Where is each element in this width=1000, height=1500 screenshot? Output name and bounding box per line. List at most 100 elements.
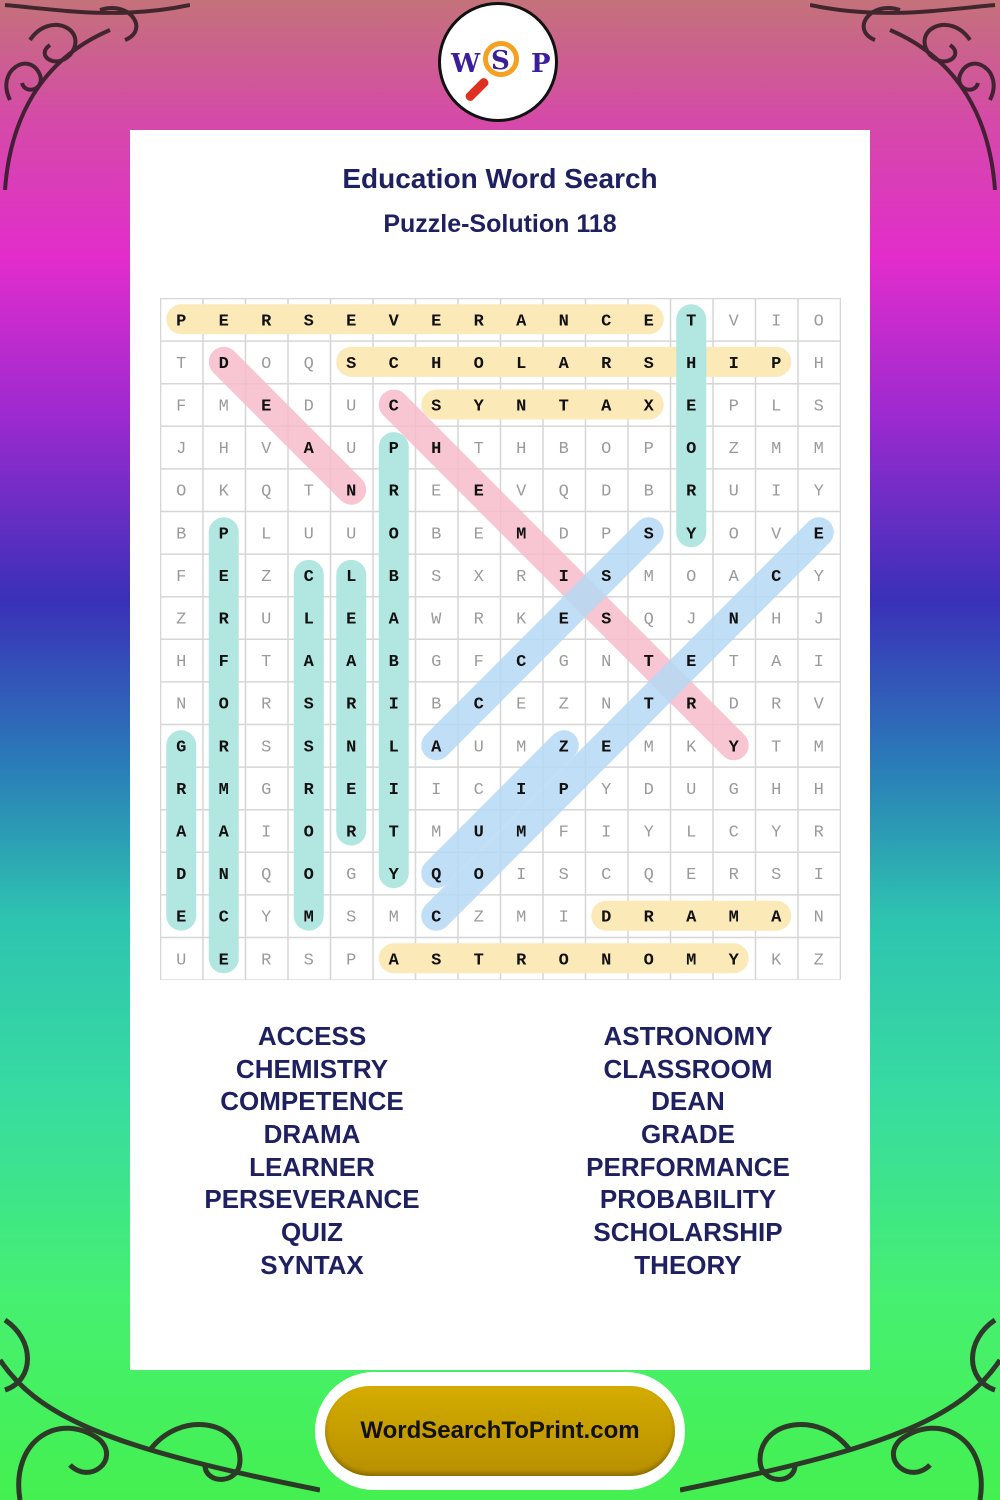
grid-letter[interactable]: R [346, 696, 357, 715]
grid-letter[interactable]: E [559, 611, 569, 630]
grid-letter[interactable]: R [261, 951, 271, 970]
grid-letter[interactable]: M [431, 824, 441, 843]
grid-letter[interactable]: C [601, 312, 611, 331]
grid-letter[interactable]: D [601, 909, 611, 928]
grid-letter[interactable]: M [516, 824, 526, 843]
grid-letter[interactable]: V [729, 312, 740, 331]
grid-letter[interactable]: A [771, 909, 782, 928]
grid-letter[interactable]: T [304, 483, 314, 502]
grid-letter[interactable]: D [601, 483, 611, 502]
grid-letter[interactable]: N [814, 909, 824, 928]
grid-letter[interactable]: C [601, 866, 611, 885]
grid-letter[interactable]: L [261, 525, 271, 544]
grid-letter[interactable]: O [474, 355, 484, 374]
grid-letter[interactable]: G [729, 781, 739, 800]
grid-letter[interactable]: H [516, 440, 526, 459]
grid-letter[interactable]: P [176, 312, 186, 331]
grid-letter[interactable]: Z [729, 440, 739, 459]
grid-letter[interactable]: Z [559, 696, 569, 715]
grid-letter[interactable]: I [601, 824, 611, 843]
grid-letter[interactable]: I [516, 866, 526, 885]
grid-letter[interactable]: I [389, 781, 399, 800]
grid-letter[interactable]: C [474, 696, 484, 715]
grid-letter[interactable]: Y [814, 483, 824, 502]
grid-letter[interactable]: I [559, 909, 569, 928]
grid-letter[interactable]: R [516, 951, 527, 970]
grid-letter[interactable]: R [686, 696, 697, 715]
grid-letter[interactable]: N [729, 611, 739, 630]
grid-letter[interactable]: O [729, 525, 739, 544]
grid-letter[interactable]: R [771, 696, 781, 715]
grid-letter[interactable]: O [644, 951, 654, 970]
grid-letter[interactable]: L [686, 824, 696, 843]
grid-letter[interactable]: V [771, 525, 782, 544]
grid-letter[interactable]: M [644, 568, 654, 587]
grid-letter[interactable]: N [559, 312, 569, 331]
grid-letter[interactable]: F [559, 824, 569, 843]
grid-letter[interactable]: E [474, 525, 484, 544]
grid-letter[interactable]: C [516, 653, 526, 672]
grid-letter[interactable]: E [219, 951, 229, 970]
grid-letter[interactable]: M [814, 440, 824, 459]
grid-letter[interactable]: I [431, 781, 441, 800]
grid-letter[interactable]: D [219, 355, 229, 374]
grid-letter[interactable]: M [771, 440, 781, 459]
grid-letter[interactable]: D [304, 398, 314, 417]
grid-letter[interactable]: I [771, 312, 781, 331]
grid-letter[interactable]: R [729, 866, 739, 885]
grid-letter[interactable]: D [559, 525, 569, 544]
grid-letter[interactable]: D [729, 696, 739, 715]
grid-letter[interactable]: J [686, 611, 696, 630]
solution-highlight-competence[interactable] [421, 517, 834, 931]
grid-letter[interactable]: S [771, 866, 781, 885]
grid-letter[interactable]: Z [261, 568, 271, 587]
solution-highlight-quiz[interactable] [421, 730, 579, 889]
grid-letter[interactable]: R [644, 909, 655, 928]
grid-letter[interactable]: U [346, 398, 356, 417]
grid-letter[interactable]: T [261, 653, 271, 672]
grid-letter[interactable]: Q [304, 355, 314, 374]
grid-letter[interactable]: K [219, 483, 230, 502]
grid-letter[interactable]: B [176, 525, 186, 544]
grid-letter[interactable]: A [346, 653, 357, 672]
grid-letter[interactable]: P [771, 355, 781, 374]
grid-letter[interactable]: U [304, 525, 314, 544]
grid-letter[interactable]: R [601, 355, 612, 374]
grid-letter[interactable]: T [176, 355, 186, 374]
grid-letter[interactable]: E [176, 909, 186, 928]
grid-letter[interactable]: R [474, 611, 484, 630]
grid-letter[interactable]: S [431, 398, 441, 417]
grid-letter[interactable]: E [474, 483, 484, 502]
grid-letter[interactable]: O [559, 951, 569, 970]
grid-letter[interactable]: T [686, 312, 696, 331]
grid-letter[interactable]: R [261, 696, 271, 715]
grid-letter[interactable]: E [516, 696, 526, 715]
grid-letter[interactable]: B [431, 696, 441, 715]
grid-letter[interactable]: Q [431, 866, 441, 885]
grid-letter[interactable]: I [814, 653, 824, 672]
grid-letter[interactable]: G [559, 653, 569, 672]
grid-letter[interactable]: H [814, 781, 824, 800]
grid-letter[interactable]: A [176, 824, 187, 843]
grid-letter[interactable]: L [771, 398, 781, 417]
grid-letter[interactable]: I [389, 696, 399, 715]
grid-letter[interactable]: S [601, 611, 611, 630]
grid-letter[interactable]: U [176, 951, 186, 970]
grid-letter[interactable]: B [389, 653, 399, 672]
grid-letter[interactable]: O [304, 824, 314, 843]
grid-letter[interactable]: F [474, 653, 484, 672]
grid-letter[interactable]: T [771, 738, 781, 757]
grid-letter[interactable]: U [474, 738, 484, 757]
grid-letter[interactable]: Y [729, 951, 740, 970]
grid-letter[interactable]: A [304, 653, 315, 672]
grid-letter[interactable]: S [431, 951, 441, 970]
grid-letter[interactable]: H [686, 355, 696, 374]
grid-letter[interactable]: A [304, 440, 315, 459]
grid-letter[interactable]: O [219, 696, 229, 715]
grid-letter[interactable]: J [814, 611, 824, 630]
grid-letter[interactable]: C [219, 909, 229, 928]
grid-letter[interactable]: N [176, 696, 186, 715]
grid-letter[interactable]: M [304, 909, 314, 928]
grid-letter[interactable]: E [219, 312, 229, 331]
grid-letter[interactable]: Q [644, 611, 654, 630]
